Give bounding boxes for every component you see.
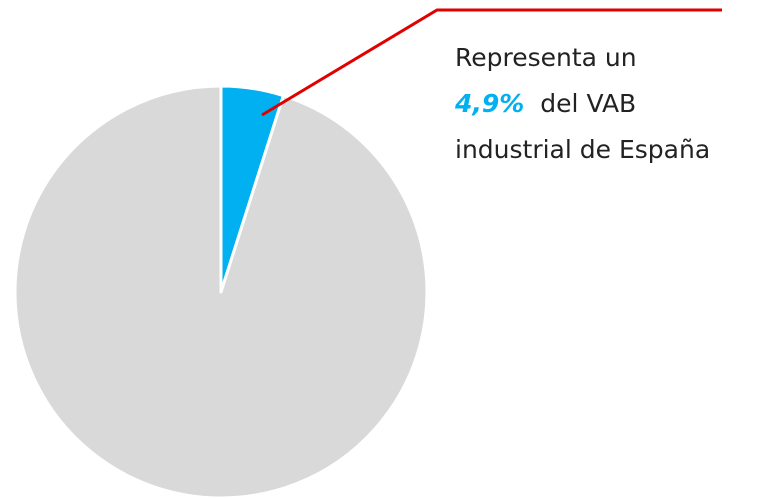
value-label: 4,9% — [454, 89, 524, 118]
pie-slice — [13, 84, 429, 499]
annotation-line: Representa un — [455, 43, 637, 72]
annotation-text: del VAB — [540, 89, 636, 118]
annotation-line: 4,9% del VAB — [454, 89, 636, 118]
pie — [13, 84, 429, 499]
leader-line — [261, 8, 722, 117]
annotation-line: industrial de España — [455, 135, 710, 164]
